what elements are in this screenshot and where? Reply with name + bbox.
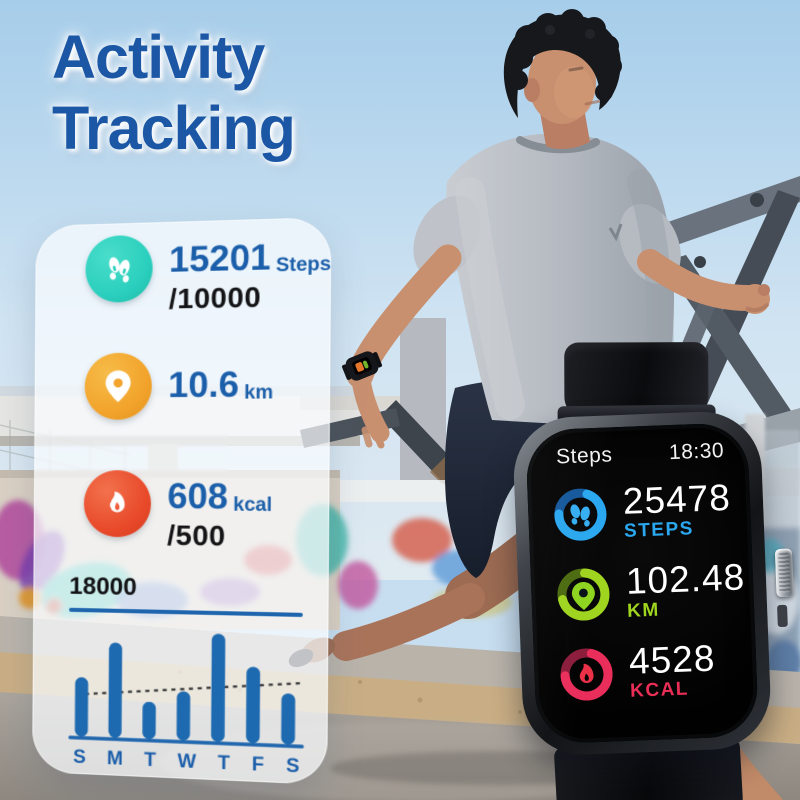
watch-side-button — [777, 604, 788, 628]
hair-highlight-2 — [585, 29, 595, 39]
stat-row-steps: 15201 Steps /10000 — [85, 229, 331, 317]
watch-row-distance: 102.48 KM — [530, 550, 755, 634]
cheek-light — [554, 66, 594, 118]
location-pin-icon — [84, 352, 153, 420]
watch-crown — [774, 548, 794, 598]
watch-calories-value: 4528 — [628, 637, 717, 682]
smartwatch: Steps 18:30 25 — [509, 337, 794, 800]
runner-wrist-watch — [341, 351, 383, 381]
shirt-highlight — [455, 177, 525, 420]
stat-row-distance: 10.6 km — [84, 351, 274, 420]
calories-ring-icon — [560, 648, 613, 701]
calories-value-line: 608 kcal — [167, 477, 272, 519]
flame-icon — [83, 470, 152, 538]
steps-goal: /10000 — [168, 280, 262, 315]
steps-unit: Steps — [275, 253, 332, 277]
runner-ear — [524, 78, 540, 102]
chart-bar — [176, 691, 191, 741]
watch-time: 18:30 — [668, 439, 725, 465]
chart-day-label: T — [144, 749, 157, 772]
hair-highlight — [545, 25, 555, 35]
chart-bar — [245, 666, 261, 744]
runner-left-hand — [351, 370, 390, 443]
watch-distance-value: 102.48 — [625, 555, 746, 602]
chart-bar — [74, 677, 89, 737]
runner-right-arm — [637, 249, 761, 311]
watch-app-title: Steps — [555, 443, 613, 469]
calories-goal: /500 — [167, 519, 226, 552]
thumb — [758, 284, 770, 296]
distance-unit: km — [244, 381, 274, 404]
steps-ring-icon — [554, 488, 607, 541]
weekly-bar-chart — [68, 633, 305, 753]
chart-bar — [211, 633, 226, 742]
calories-value: 608 — [167, 476, 229, 517]
stat-row-calories: 608 kcal /500 — [83, 470, 273, 553]
chart-day-label: S — [73, 746, 86, 769]
watch-steps-value: 25478 — [622, 476, 732, 522]
footprints-icon — [85, 234, 153, 303]
calories-unit: kcal — [233, 494, 273, 517]
runner-back-calf — [331, 583, 485, 661]
watch-screen: Steps 18:30 25 — [525, 422, 760, 745]
chart-day-label: F — [251, 753, 265, 776]
watch-calories-label: KCAL — [629, 678, 690, 703]
mouth — [584, 99, 602, 106]
chart-bar — [108, 642, 123, 738]
finger-2 — [361, 426, 373, 448]
steps-value: 15201 — [168, 237, 271, 280]
chart-day-label: M — [106, 747, 124, 770]
distance-ring-icon — [557, 568, 610, 621]
hair-curls — [508, 9, 622, 101]
chart-day-label: T — [217, 752, 230, 775]
chart-day-label: S — [285, 755, 300, 778]
watch-case: Steps 18:30 25 — [511, 409, 773, 757]
title-line-1: Activity — [52, 23, 265, 91]
watch-distance-label: KM — [626, 599, 661, 623]
chart-bars — [74, 633, 296, 745]
knuckles — [745, 302, 770, 313]
watch-row-calories: 4528 KCAL — [533, 630, 758, 714]
distance-value-line: 10.6 km — [168, 364, 273, 406]
finger — [370, 426, 385, 449]
crown-ridges — [778, 552, 791, 593]
watch-row-steps: 25478 STEPS — [527, 470, 752, 554]
chart-bar — [142, 701, 156, 740]
shirt-logo — [608, 223, 623, 242]
watch-header: Steps 18:30 — [525, 422, 748, 470]
shirt-collar — [516, 136, 600, 154]
watch-steps-label: STEPS — [623, 518, 695, 543]
title-line-2: Tracking — [52, 94, 296, 162]
distance-value: 10.6 — [168, 364, 240, 406]
chart-bar — [281, 693, 296, 745]
bright-band — [300, 480, 490, 502]
chart-max-label: 18000 — [69, 572, 137, 602]
chart-day-label: W — [177, 750, 197, 774]
steps-value-line: 15201 Steps — [169, 236, 331, 281]
activity-stats-card: 15201 Steps /10000 10.6 km 608 k — [32, 217, 332, 785]
page-title: Activity Tracking — [52, 22, 296, 164]
